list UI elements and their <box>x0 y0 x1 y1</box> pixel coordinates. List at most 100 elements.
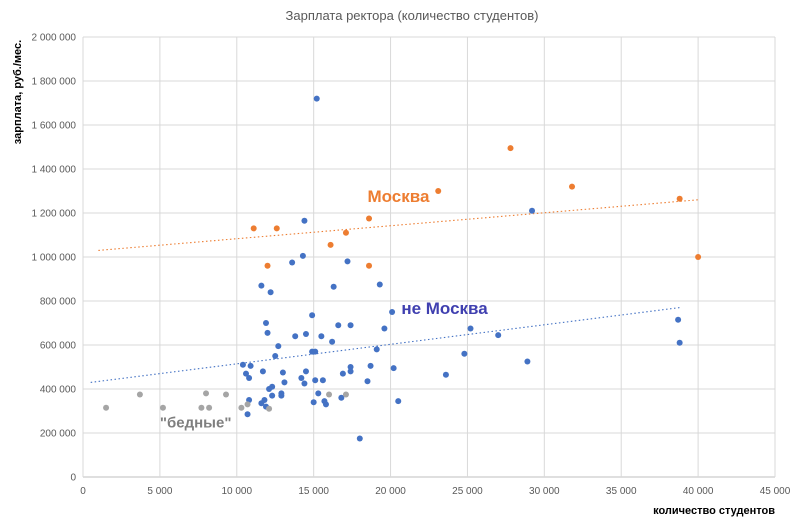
data-point-series-1 <box>395 398 402 405</box>
data-point-series-0 <box>327 241 334 248</box>
x-tick-label: 10 000 <box>221 486 252 497</box>
data-point-series-1 <box>356 435 363 442</box>
y-tick-label: 400 000 <box>40 385 77 396</box>
x-tick-label: 40 000 <box>683 486 714 497</box>
data-point-series-0 <box>264 262 271 269</box>
data-point-series-2 <box>326 391 333 398</box>
grid-lines <box>82 36 776 478</box>
data-point-series-1 <box>269 392 276 399</box>
x-tick-label: 45 000 <box>760 486 791 497</box>
data-point-series-1 <box>373 346 380 353</box>
chart-title: Зарплата ректора (количество студентов) <box>286 8 539 23</box>
y-tick-label: 1 600 000 <box>32 121 77 132</box>
data-point-series-1 <box>259 368 266 375</box>
data-point-series-1 <box>376 281 383 288</box>
y-tick-label: 2 000 000 <box>32 33 77 44</box>
data-point-series-2 <box>103 404 110 411</box>
data-point-series-0 <box>366 215 373 222</box>
data-point-series-1 <box>292 333 299 340</box>
data-point-series-2 <box>198 404 205 411</box>
data-point-series-1 <box>321 398 328 405</box>
data-point-series-1 <box>313 95 320 102</box>
data-point-series-1 <box>264 329 271 336</box>
data-point-series-1 <box>344 258 351 265</box>
annotation-label: не Москва <box>401 299 488 318</box>
data-point-series-1 <box>298 375 305 381</box>
data-point-series-1 <box>272 353 279 359</box>
x-tick-label: 0 <box>80 486 86 497</box>
data-point-series-0 <box>507 145 514 152</box>
data-point-series-1 <box>442 371 449 378</box>
data-point-series-1 <box>247 362 254 369</box>
y-tick-label: 1 400 000 <box>32 165 77 176</box>
y-tick-label: 1 000 000 <box>32 253 77 264</box>
data-point-series-1 <box>312 348 319 355</box>
data-point-series-1 <box>310 399 317 406</box>
trendline-1 <box>90 307 680 383</box>
data-point-series-0 <box>569 183 576 190</box>
data-point-series-2 <box>238 404 245 411</box>
data-point-series-2 <box>206 404 213 411</box>
data-point-series-1 <box>319 377 326 384</box>
data-point-series-0 <box>435 188 442 194</box>
annotations: Москва не Москва "бедные" <box>160 187 488 432</box>
data-point-series-0 <box>342 229 349 236</box>
data-point-series-1 <box>315 390 322 397</box>
data-point-series-1 <box>390 365 397 372</box>
data-point-series-1 <box>301 217 308 224</box>
data-point-series-2 <box>136 391 143 398</box>
trendlines <box>90 199 699 383</box>
data-point-series-1 <box>529 207 536 214</box>
y-tick-label: 1 200 000 <box>32 209 77 220</box>
y-tick-label: 600 000 <box>40 341 77 352</box>
data-point-series-1 <box>676 339 683 346</box>
x-tick-label: 20 000 <box>375 486 406 497</box>
x-tick-label: 25 000 <box>452 486 483 497</box>
data-point-series-1 <box>312 377 319 384</box>
data-point-series-1 <box>302 331 309 337</box>
data-point-series-1 <box>258 282 265 289</box>
data-point-series-1 <box>278 392 285 399</box>
data-point-series-1 <box>289 259 296 266</box>
data-point-series-1 <box>329 338 336 345</box>
data-point-series-1 <box>279 369 286 376</box>
data-point-series-2 <box>203 390 210 397</box>
x-tick-label: 35 000 <box>606 486 637 497</box>
data-point-series-2 <box>342 391 349 398</box>
data-point-series-1 <box>262 320 269 326</box>
data-point-series-1 <box>524 358 531 365</box>
data-point-series-1 <box>302 368 309 375</box>
y-tick-label: 800 000 <box>40 297 77 308</box>
data-point-series-0 <box>250 225 257 232</box>
data-point-series-1 <box>461 350 468 357</box>
data-point-series-1 <box>281 379 288 386</box>
data-point-series-1 <box>338 394 345 401</box>
data-point-series-1 <box>347 364 354 370</box>
data-point-series-1 <box>243 370 250 377</box>
data-point-series-0 <box>273 225 280 232</box>
data-point-series-1 <box>330 283 337 290</box>
data-point-series-1 <box>239 361 246 368</box>
data-point-series-1 <box>381 325 388 332</box>
data-point-series-1 <box>246 375 253 381</box>
data-points <box>103 95 702 442</box>
data-point-series-0 <box>695 254 702 260</box>
data-point-series-1 <box>299 252 306 259</box>
y-axis-label: зарплата, руб./мес. <box>12 40 24 144</box>
data-point-series-2 <box>244 401 251 408</box>
data-point-series-2 <box>159 404 166 411</box>
y-tick-labels: 0 200 000 400 000 600 000 800 000 1 000 000 1 … <box>32 33 77 484</box>
data-point-series-0 <box>676 195 683 202</box>
x-tick-label: 30 000 <box>529 486 560 497</box>
data-point-series-1 <box>347 368 354 375</box>
data-point-series-1 <box>244 411 251 418</box>
data-point-series-1 <box>301 380 308 387</box>
annotation-label: "бедные" <box>160 415 232 432</box>
data-point-series-1 <box>339 370 346 377</box>
data-point-series-1 <box>309 312 316 319</box>
y-tick-label: 200 000 <box>40 429 77 440</box>
data-point-series-2 <box>266 405 273 412</box>
x-tick-labels: 0 5 000 10 000 15 000 20 000 25 000 30 000 35 0… <box>80 486 791 497</box>
data-point-series-1 <box>367 362 374 369</box>
